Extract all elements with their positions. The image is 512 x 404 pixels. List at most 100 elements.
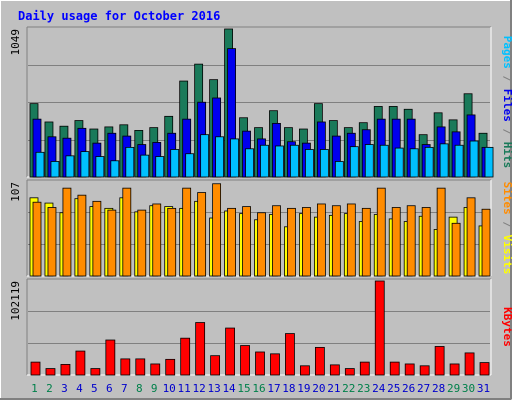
kbytes-bar (419, 365, 430, 376)
sites-bar (481, 208, 491, 277)
pages-bar (170, 149, 180, 178)
x-tick-label: 30 (462, 382, 475, 395)
kbytes-bar (464, 352, 475, 376)
y-max-label: 107 (9, 182, 22, 202)
kbytes-bar (75, 350, 86, 376)
kbytes-bar (285, 333, 295, 376)
kbytes-bar (90, 368, 101, 376)
sites-bar (92, 200, 102, 277)
pages-bar (230, 138, 239, 178)
x-tick-label: 11 (178, 382, 191, 395)
pages-bar (424, 146, 434, 178)
pages-bar (50, 161, 60, 178)
kbytes-bar (150, 363, 161, 376)
legend-entry: Hits (501, 142, 512, 169)
pages-bar (439, 143, 449, 178)
legend-entry: / (501, 215, 512, 235)
pages-bar (364, 144, 374, 178)
kbytes-bar (404, 363, 415, 376)
x-tick-label: 13 (207, 382, 220, 395)
legend-entry: Pages (501, 36, 512, 69)
sites-bar (77, 194, 87, 277)
sites-bar (451, 222, 461, 277)
x-tick-label: 16 (252, 382, 265, 395)
x-tick-label: 25 (387, 382, 400, 395)
pages-bar (290, 144, 299, 178)
pages-bar (95, 156, 105, 178)
sites-bar (302, 207, 311, 277)
pages-bar (245, 148, 254, 178)
pages-bar (305, 149, 314, 178)
sites-bar (107, 209, 117, 277)
kbytes-bar (60, 364, 71, 376)
legend-entry: / (501, 69, 512, 89)
pages-bar (125, 146, 135, 178)
legend-entry: Files (501, 89, 512, 122)
x-tick-label: 31 (477, 382, 490, 395)
sites-bar (376, 187, 386, 277)
pages-bar (469, 140, 479, 178)
kbytes-bar (329, 364, 340, 376)
kbytes-bar (225, 327, 235, 376)
x-tick-label: 29 (447, 382, 460, 395)
kbytes-bar (374, 280, 385, 376)
pages-bar (215, 136, 225, 178)
legend-entry: KBytes (501, 307, 512, 347)
pages-bar (409, 148, 419, 178)
sites-bar (436, 187, 446, 277)
x-tick-label: 27 (417, 382, 430, 395)
sites-bar (167, 207, 177, 277)
pages-bar (275, 145, 284, 178)
sites-bar (316, 203, 326, 277)
sites-bar (331, 205, 341, 277)
x-tick-label: 23 (357, 382, 370, 395)
kbytes-bar (300, 365, 310, 376)
x-tick-label: 8 (136, 382, 143, 395)
x-tick-label: 5 (91, 382, 98, 395)
pages-bar (394, 147, 404, 178)
kbytes-bar (165, 358, 176, 376)
y-max-label: 1049 (9, 29, 22, 56)
sites-bar (47, 207, 57, 277)
sites-bar (466, 197, 476, 277)
x-tick-label: 4 (76, 382, 83, 395)
pages-bar (319, 149, 329, 178)
x-tick-label: 7 (121, 382, 128, 395)
pages-bar (200, 134, 210, 178)
legend-hits-files-pages: Pages / Files / Hits (501, 36, 512, 169)
x-tick-label: 14 (222, 382, 236, 395)
sites-bar (272, 205, 281, 277)
x-tick-label: 1 (31, 382, 38, 395)
kbytes-bar (240, 345, 250, 376)
legend-visits-sites: Sites / Visits (501, 182, 512, 275)
sites-bar (152, 203, 162, 277)
kbytes-bar (389, 361, 400, 376)
sites-bar (421, 207, 431, 277)
kbytes-bar (120, 358, 131, 376)
sites-bar (391, 207, 401, 277)
kbytes-bar (359, 361, 370, 376)
sites-bar (32, 201, 42, 277)
kbytes-bar (30, 361, 41, 376)
sites-bar (287, 207, 296, 277)
kbytes-bar (45, 368, 56, 376)
bar-layer (29, 28, 494, 376)
x-tick-label: 9 (151, 382, 158, 395)
x-tick-label: 24 (372, 382, 386, 395)
pages-bar (454, 144, 464, 178)
kbytes-bar (314, 346, 325, 376)
y-max-label: 102119 (9, 281, 22, 321)
sites-bar (122, 187, 132, 277)
legend-kbytes: KBytes (501, 307, 512, 347)
x-tick-label: 26 (402, 382, 415, 395)
x-tick-label: 2 (46, 382, 53, 395)
kbytes-bar (105, 339, 116, 376)
sites-bar (182, 187, 192, 277)
pages-bar (379, 144, 389, 178)
chart-title: Daily usage for October 2016 (18, 9, 220, 23)
kbytes-bar (434, 346, 445, 376)
x-tick-label: 6 (106, 382, 113, 395)
sites-bar (406, 205, 416, 277)
label-layer: 1 2 3 4 5 6 7 8 9 10 11 12 13 14 15 16 17 18 19 20 21 22 23 24 2… (9, 29, 512, 395)
x-tick-label: 19 (297, 382, 310, 395)
